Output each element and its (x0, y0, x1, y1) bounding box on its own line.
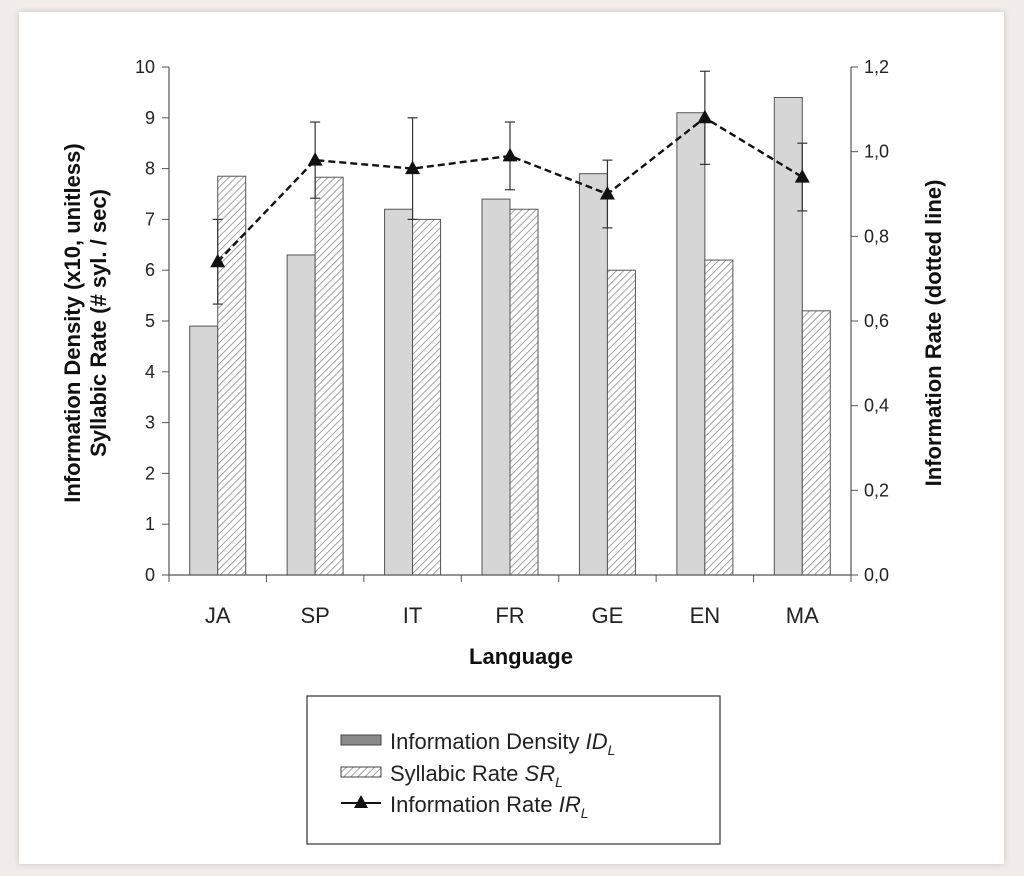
x-tick-label-it: IT (403, 603, 423, 628)
y-left-tick-label: 7 (145, 209, 155, 229)
chart-frame: 0 1 2 3 4 5 6 7 8 9 10 0,0 0,2 0,4 0,6 0,8 1,0 1,2 JA SP IT F… (19, 12, 1004, 864)
x-tick-label-sp: SP (300, 603, 329, 628)
bar-syllabic-rate-en (704, 259, 734, 576)
y-axis-left-title-line2: Syllabic Rate (# syl. / sec) (86, 189, 111, 457)
legend-entry-information-density: Information Density IDL (390, 729, 615, 758)
y-left-tick-label: 0 (145, 565, 155, 585)
bar-syllabic-rate-sp (314, 176, 344, 576)
legend-swatch-information-density (340, 734, 382, 746)
y-left-tick-label: 1 (145, 514, 155, 534)
y-axis-left-title-line1: Information Density (x10, unitless) (60, 143, 85, 502)
legend: Information Density IDL Syllabic Rate SR… (306, 695, 721, 845)
bars-layer (189, 96, 831, 576)
y-left-tick-label: 8 (145, 159, 155, 179)
y-left-tick-label: 2 (145, 463, 155, 483)
y-right-tick-label: 0,4 (864, 396, 889, 416)
y-left-tick-label: 9 (145, 108, 155, 128)
marker-information-rate-en (697, 109, 713, 124)
legend-entry-information-rate: Information Rate IRL (390, 792, 589, 821)
legend-swatch-syllabic-rate (340, 766, 382, 778)
x-tick-label-fr: FR (495, 603, 524, 628)
bar-information-density-fr (481, 198, 511, 576)
bar-syllabic-rate-it (412, 218, 442, 576)
y-left-tick-label: 10 (135, 57, 155, 77)
legend-swatch-information-rate-marker (354, 795, 368, 808)
bar-information-density-sp (286, 254, 316, 576)
combo-chart: 0 1 2 3 4 5 6 7 8 9 10 0,0 0,2 0,4 0,6 0,8 1,0 1,2 JA SP IT F… (60, 57, 946, 845)
y-left-tick-label: 3 (145, 413, 155, 433)
x-tick-label-ma: MA (786, 603, 819, 628)
legend-entry-syllabic-rate: Syllabic Rate SRL (390, 761, 563, 790)
y-right-tick-label: 0,6 (864, 311, 889, 331)
y-axis-right-title: Information Rate (dotted line) (921, 180, 946, 487)
y-right-tick-label: 1,0 (864, 142, 889, 162)
bar-syllabic-rate-ge (606, 269, 636, 576)
x-axis-title: Language (469, 644, 573, 669)
bar-information-density-ja (189, 325, 219, 576)
marker-information-rate-fr (502, 147, 518, 162)
y-left-tick-label: 4 (145, 362, 155, 382)
marker-information-rate-ma (794, 169, 810, 183)
x-tick-label-en: EN (690, 603, 721, 628)
y-right-tick-label: 1,2 (864, 57, 889, 77)
information-rate-layer (210, 70, 810, 305)
y-right-tick-label: 0,0 (864, 565, 889, 585)
marker-information-rate-ge (599, 186, 615, 200)
bar-syllabic-rate-ma (801, 310, 831, 576)
bar-information-density-it (384, 208, 414, 576)
x-tick-label-ge: GE (592, 603, 624, 628)
y-left-tick-label: 5 (145, 311, 155, 331)
y-left-tick-label: 6 (145, 260, 155, 280)
axes-layer: 0 1 2 3 4 5 6 7 8 9 10 0,0 0,2 0,4 0,6 0,8 1,0 1,2 JA SP IT F… (135, 57, 889, 628)
bar-syllabic-rate-ja (217, 175, 247, 576)
marker-information-rate-ja (210, 253, 226, 268)
marker-information-rate-sp (307, 152, 323, 166)
x-tick-label-ja: JA (205, 603, 231, 628)
bar-information-density-ge (578, 173, 608, 576)
marker-information-rate-it (405, 160, 421, 175)
bar-information-density-en (676, 112, 706, 576)
y-right-tick-label: 0,2 (864, 480, 889, 500)
y-right-tick-label: 0,8 (864, 226, 889, 246)
bar-syllabic-rate-fr (509, 208, 539, 576)
